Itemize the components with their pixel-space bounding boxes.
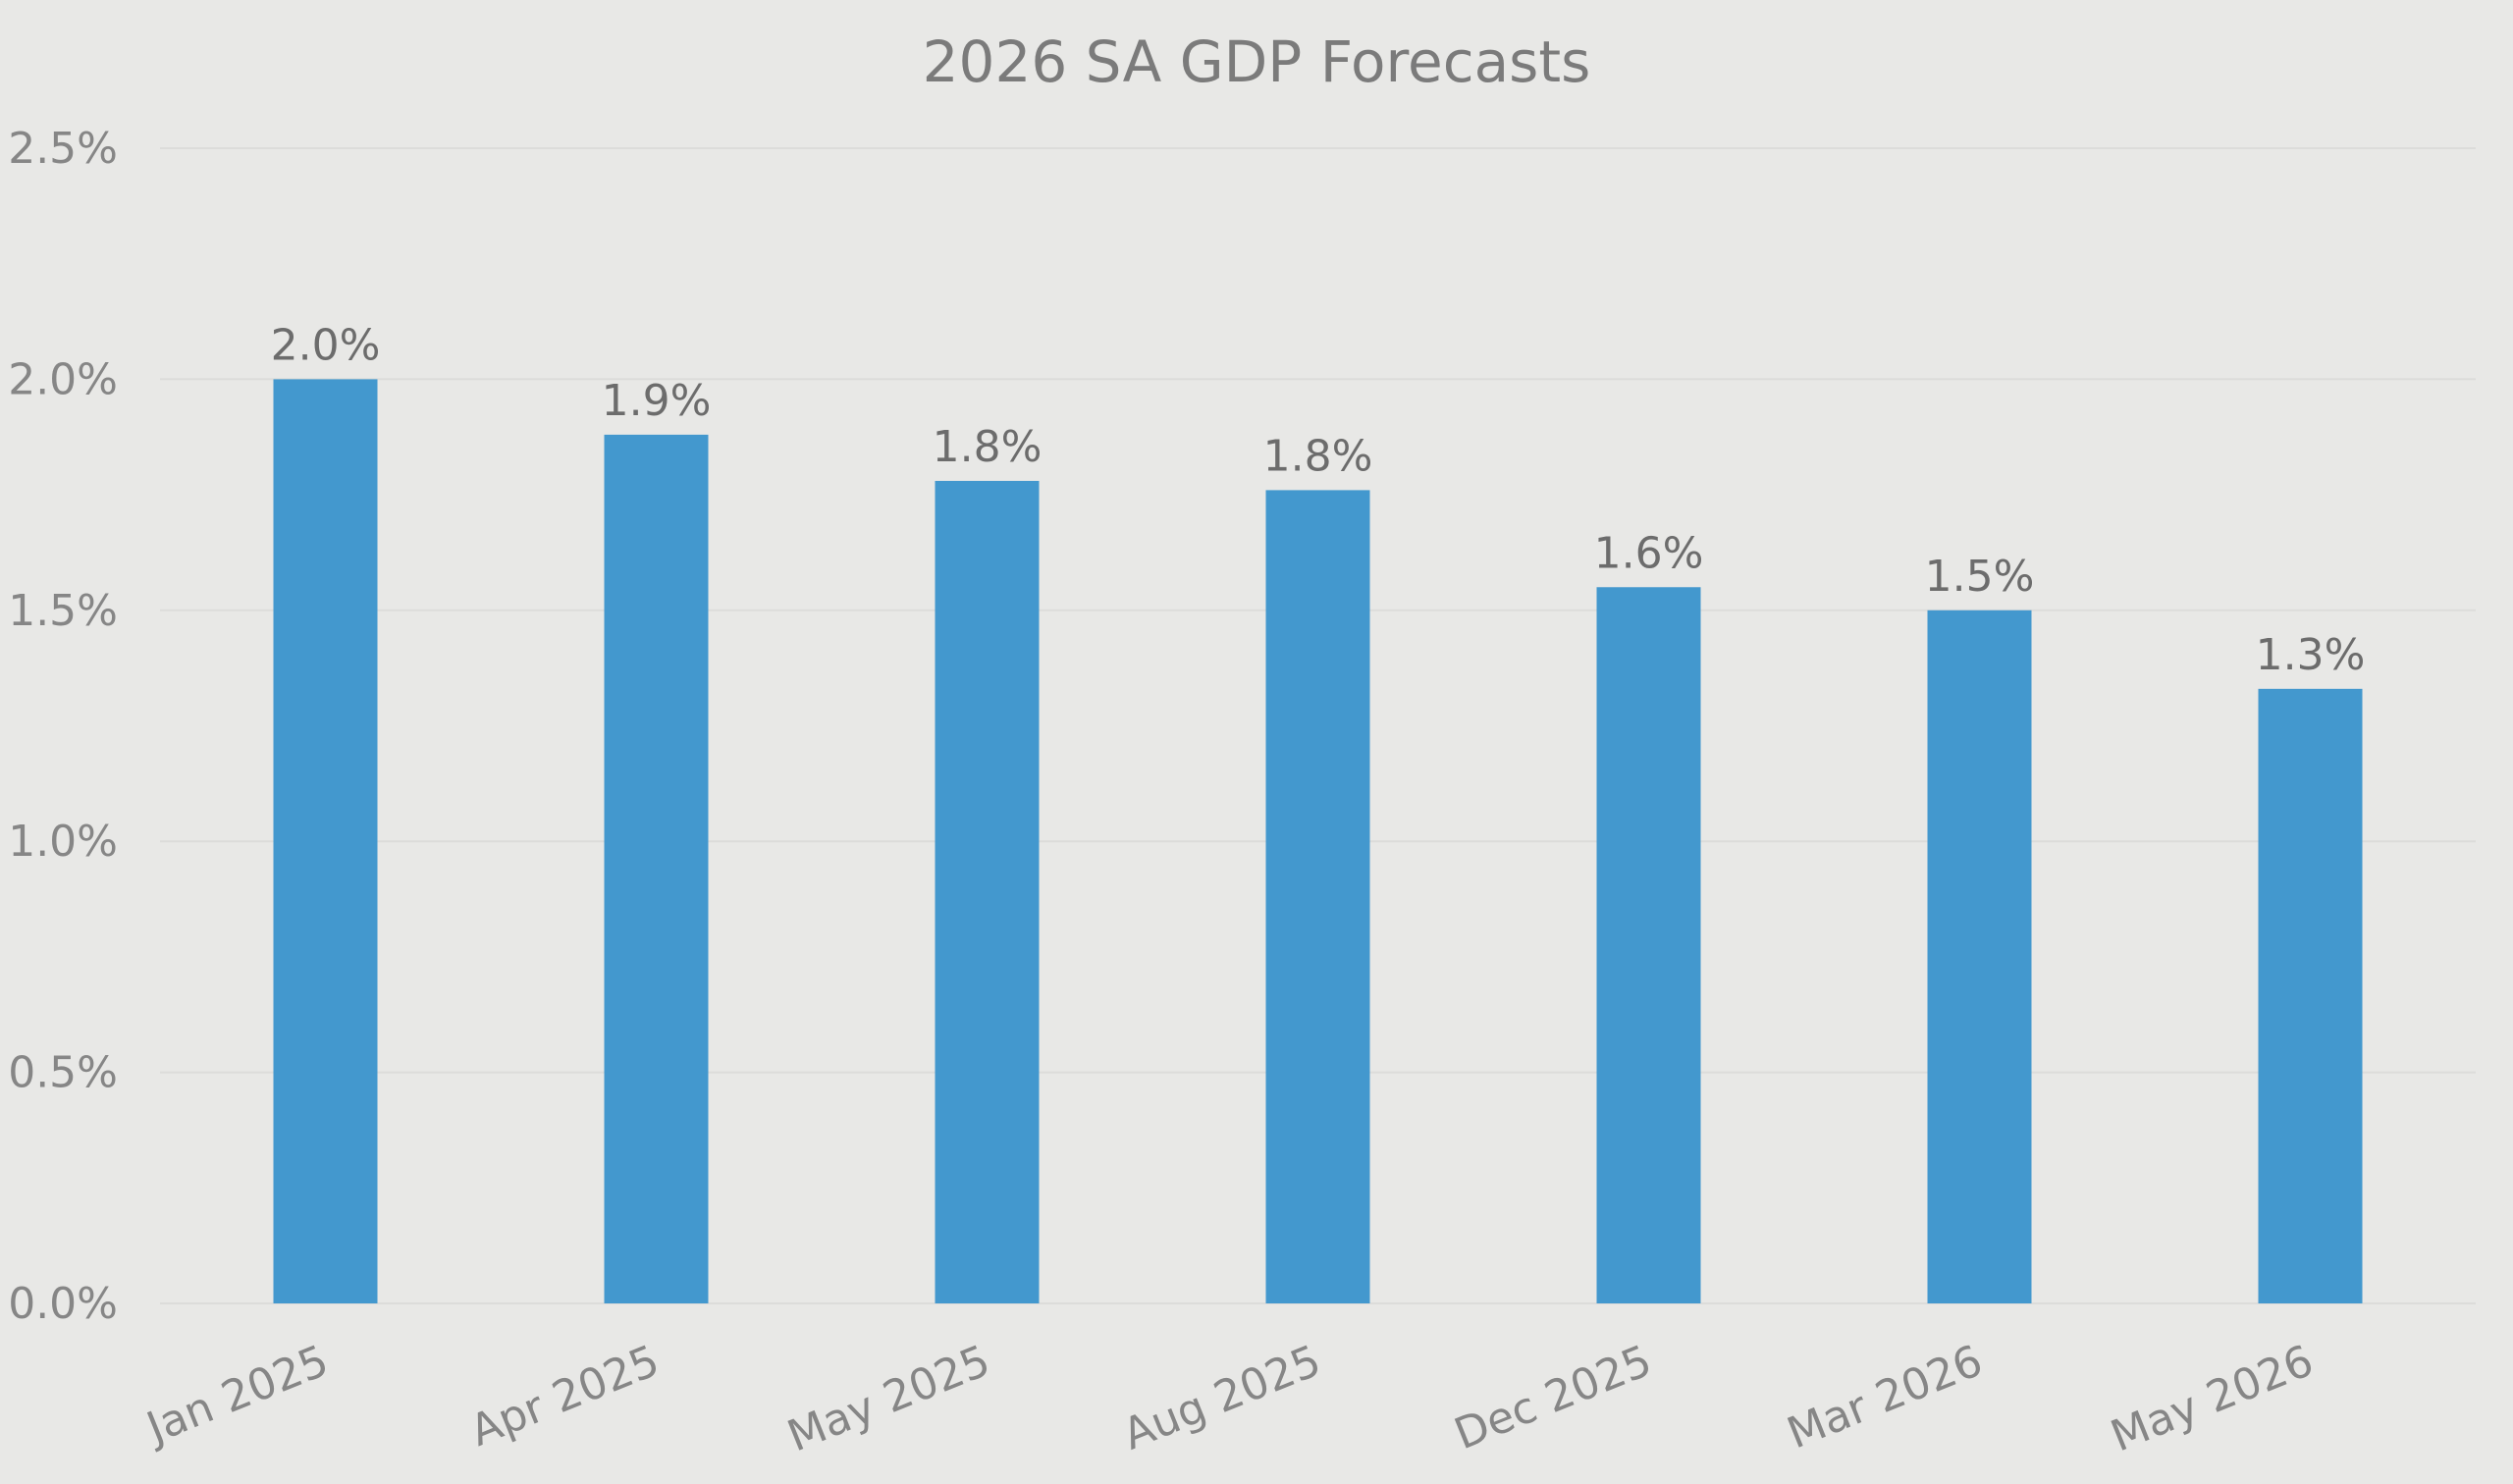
data-labels: 2.0% 1.9% 1.8% 1.8% 1.6% 1.5% 1.3% — [271, 320, 2366, 679]
data-label: 1.8% — [1263, 431, 1373, 481]
data-label: 2.0% — [271, 320, 381, 370]
bar — [1596, 587, 1701, 1303]
data-label: 1.5% — [1925, 552, 2035, 602]
data-label: 1.9% — [602, 376, 712, 426]
bar — [1927, 610, 2032, 1303]
bar — [604, 434, 709, 1303]
bar — [2258, 688, 2363, 1303]
y-axis-ticks: 0.0% 0.5% 1.0% 1.5% 2.0% 2.5% — [8, 124, 118, 1329]
y-tick-label: 1.0% — [8, 817, 118, 867]
bar — [1265, 490, 1370, 1304]
y-tick-label: 2.0% — [8, 354, 118, 404]
chart-title: 2026 SA GDP Forecasts — [923, 28, 1591, 95]
y-tick-label: 0.0% — [8, 1279, 118, 1329]
data-label: 1.8% — [933, 422, 1043, 472]
y-tick-label: 2.5% — [8, 124, 118, 174]
data-label: 1.3% — [2256, 630, 2366, 680]
y-tick-label: 0.5% — [8, 1048, 118, 1098]
bar-layer — [273, 379, 2363, 1304]
y-tick-label: 1.5% — [8, 586, 118, 636]
bar — [935, 480, 1040, 1303]
data-label: 1.6% — [1594, 528, 1704, 578]
bar — [273, 379, 378, 1303]
